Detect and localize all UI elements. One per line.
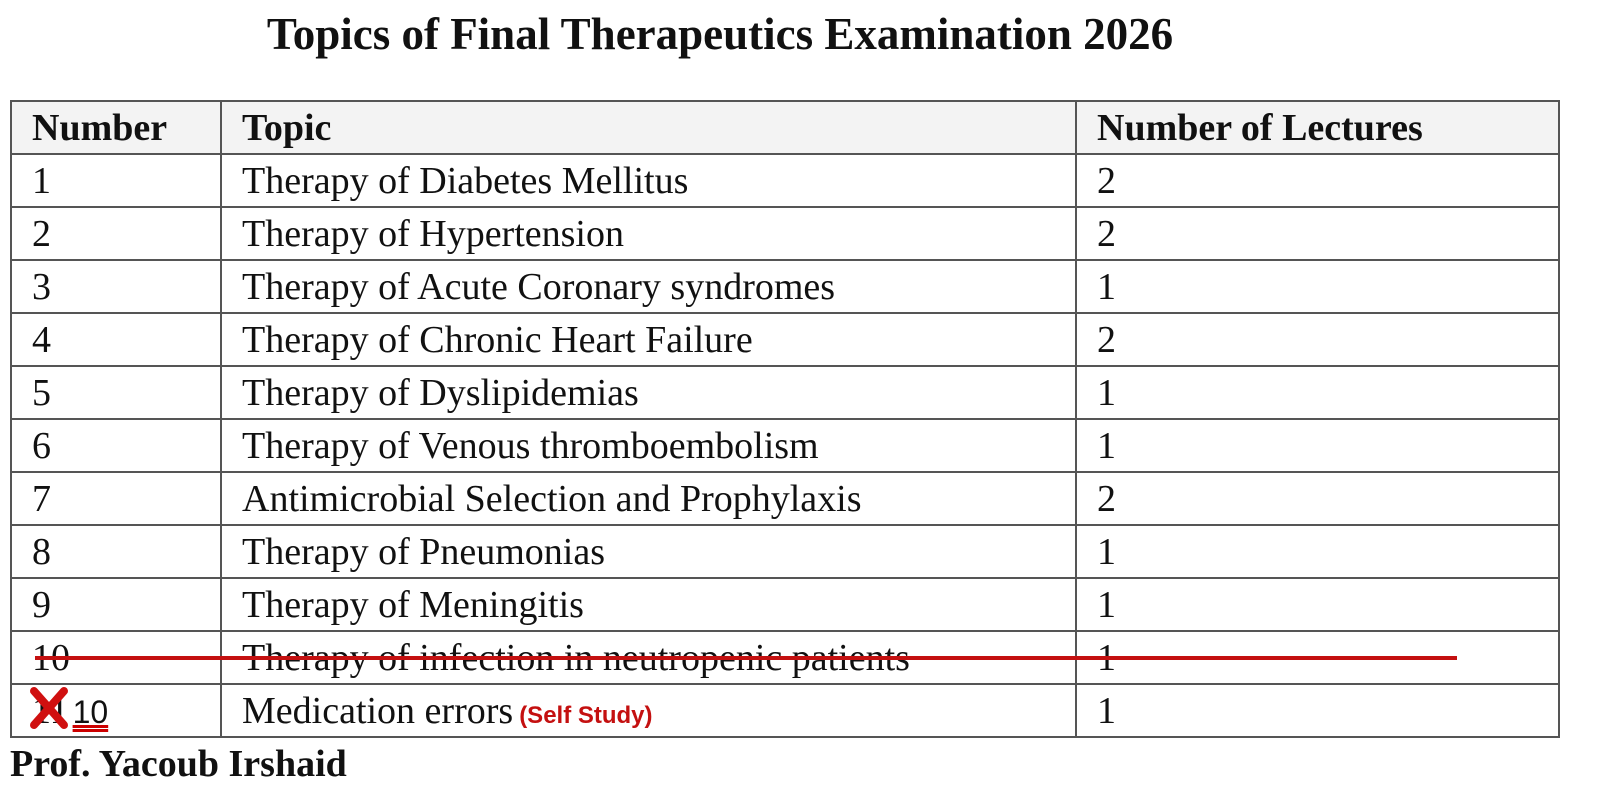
- author: Prof. Yacoub Irshaid: [10, 743, 347, 785]
- cell: 1: [1075, 418, 1560, 473]
- cell: Therapy of Hypertension: [220, 206, 1077, 261]
- cell: 6: [10, 418, 222, 473]
- title: Topics of Final Therapeutics Examination…: [266, 9, 1174, 59]
- strikethrough-line: [35, 656, 1457, 660]
- cell: 1: [10, 153, 222, 208]
- topic: Medication errors: [242, 689, 514, 732]
- cell: 2: [1075, 471, 1560, 526]
- cell: 9: [10, 577, 222, 632]
- cell: Therapy of Diabetes Mellitus: [220, 153, 1077, 208]
- header-row: Number Topic Number of Lectures: [10, 100, 1560, 155]
- cell: 7: [10, 471, 222, 526]
- table-row: 9 Therapy of Meningitis 1: [10, 577, 1560, 632]
- cell: Medication errors (Self Study): [220, 683, 1077, 738]
- table-row: 8 Therapy of Pneumonias 1: [10, 524, 1560, 579]
- cell: 2: [1075, 153, 1560, 208]
- cell: 3: [10, 259, 222, 314]
- cell: Therapy of Dyslipidemias: [220, 365, 1077, 420]
- table-row: 3 Therapy of Acute Coronary syndromes 1: [10, 259, 1560, 314]
- cross-mark: [30, 686, 68, 729]
- cell: Therapy of Pneumonias: [220, 524, 1077, 579]
- self-study-note: (Self Study): [519, 701, 653, 729]
- header-cell: Topic: [220, 100, 1077, 155]
- header-cell: Number of Lectures: [1075, 100, 1560, 155]
- table-row: 1 Therapy of Diabetes Mellitus 2: [10, 153, 1560, 208]
- cell: Antimicrobial Selection and Prophylaxis: [220, 471, 1077, 526]
- cell: 1110: [10, 683, 222, 738]
- cell: 1: [1075, 259, 1560, 314]
- new-number: 10: [72, 693, 109, 730]
- header-cell: Number: [10, 100, 222, 155]
- cell: 5: [10, 365, 222, 420]
- cell: Therapy of Meningitis: [220, 577, 1077, 632]
- cell: 1: [1075, 577, 1560, 632]
- table-row: 5 Therapy of Dyslipidemias 1: [10, 365, 1560, 420]
- table-row: 7 Antimicrobial Selection and Prophylaxis…: [10, 471, 1560, 526]
- table-body: 1 Therapy of Diabetes Mellitus 2 2 Therapy o…: [10, 153, 1560, 738]
- cell: 8: [10, 524, 222, 579]
- cross-stroke: [30, 686, 68, 729]
- cell: 1: [1075, 683, 1560, 738]
- table-row: 6 Therapy of Venous thromboembolism 1: [10, 418, 1560, 473]
- cell: Therapy of Venous thromboembolism: [220, 418, 1077, 473]
- table-row: 1110Medication errors(Self Study)1: [10, 683, 1560, 738]
- table-row: 4 Therapy of Chronic Heart Failure 2: [10, 312, 1560, 367]
- crossed-number: 11: [30, 686, 69, 733]
- cell: 2: [1075, 312, 1560, 367]
- cell: Therapy of Acute Coronary syndromes: [220, 259, 1077, 314]
- cell: 2: [1075, 206, 1560, 261]
- cell: 4: [10, 312, 222, 367]
- table-row: 2 Therapy of Hypertension 2: [10, 206, 1560, 261]
- cell: 1: [1075, 524, 1560, 579]
- cell: Therapy of Chronic Heart Failure: [220, 312, 1077, 367]
- cell: 2: [10, 206, 222, 261]
- cell: 1: [1075, 365, 1560, 420]
- topics-table: Number Topic Number of Lectures 1 Therapy o…: [10, 100, 1560, 738]
